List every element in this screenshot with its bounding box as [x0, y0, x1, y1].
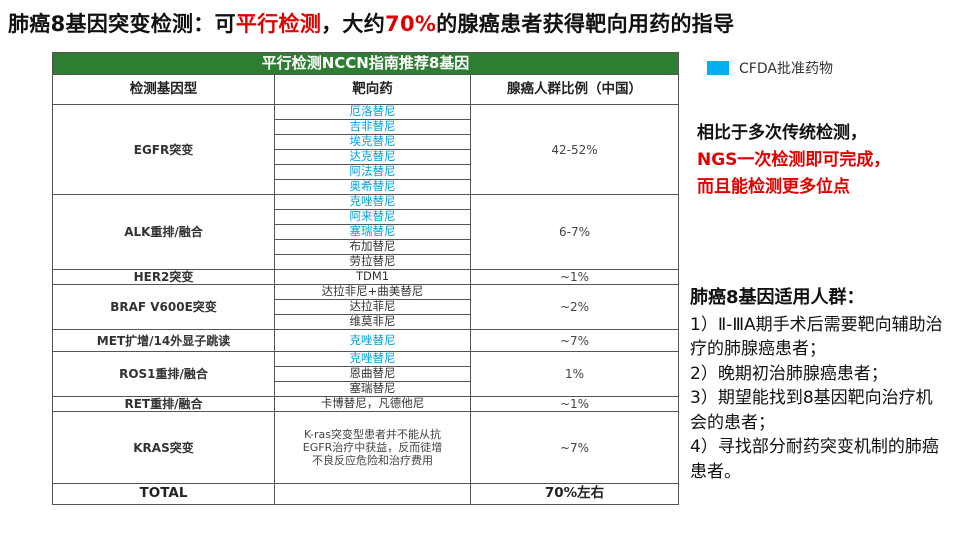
- applicable-title: 肺癌8基因适用人群：: [690, 287, 865, 308]
- callout-line1: 相比于多次传统检测，: [697, 123, 867, 143]
- table-banner: 平行检测NCCN指南推荐8基因: [51, 52, 680, 75]
- gene-ret: RET重排/融合: [52, 396, 275, 412]
- drug-cell: 奥希替尼: [274, 179, 471, 195]
- pct-met: ~7%: [469, 329, 680, 352]
- pct-ret: ~1%: [469, 396, 680, 412]
- drug-cell: 卡博替尼，凡德他尼: [274, 396, 471, 412]
- pct-kras: ~7%: [469, 411, 680, 484]
- drug-cell: 吉非替尼: [274, 119, 471, 135]
- drug-cell: 克唑替尼: [274, 329, 471, 352]
- header-ratio: 腺癌人群比例（中国）: [469, 74, 680, 105]
- header-gene: 检测基因型: [52, 74, 275, 105]
- drug-cell: 达克替尼: [274, 149, 471, 165]
- table-row-egfr: EGFR突变 厄洛替尼 42-52%: [52, 104, 680, 195]
- title-highlight-percent: 70%: [385, 12, 437, 36]
- callout-line2: NGS一次检测即可完成，: [697, 150, 891, 170]
- legend-label: CFDA批准药物: [739, 61, 833, 77]
- applicable-population: 肺癌8基因适用人群： 1）Ⅱ-ⅢA期手术后需要靶向辅助治疗的肺腺癌患者； 2）晚…: [690, 286, 946, 484]
- drug-cell: 塞瑞替尼: [274, 381, 471, 397]
- title-part3: ，大约: [321, 12, 386, 36]
- ngs-callout: 相比于多次传统检测， NGS一次检测即可完成， 而且能检测更多位点: [697, 120, 890, 201]
- total-label: TOTAL: [52, 483, 275, 505]
- gene-ros1: ROS1重排/融合: [52, 351, 275, 397]
- total-empty: [274, 483, 471, 505]
- gene-table: 平行检测NCCN指南推荐8基因 检测基因型 靶向药 腺癌人群比例（中国） EGF…: [51, 52, 680, 505]
- drug-cell: 塞瑞替尼: [274, 224, 471, 240]
- drug-cell: 布加替尼: [274, 239, 471, 255]
- title-part5: 的腺癌患者获得靶向用药的指导: [436, 12, 735, 36]
- drug-cell: 达拉非尼+曲美替尼: [274, 284, 471, 300]
- gene-alk: ALK重排/融合: [52, 194, 275, 270]
- table-row-ros1: ROS1重排/融合 克唑替尼 1%: [52, 351, 680, 397]
- table-row-kras: KRAS突变 K-ras突变型患者并不能从抗EGFR治疗中获益，反而徒增不良反应…: [52, 411, 680, 484]
- callout-line3: 而且能检测更多位点: [697, 177, 850, 197]
- legend-swatch: [707, 61, 729, 75]
- legend: CFDA批准药物: [707, 58, 833, 78]
- pct-her2: ~1%: [469, 269, 680, 285]
- header-drug: 靶向药: [274, 74, 471, 105]
- drug-cell: TDM1: [274, 269, 471, 285]
- gene-kras: KRAS突变: [52, 411, 275, 484]
- pct-alk: 6-7%: [469, 194, 680, 270]
- table-row-met: MET扩增/14外显子跳读 克唑替尼 ~7%: [52, 329, 680, 352]
- drug-cell: 阿来替尼: [274, 209, 471, 225]
- drug-cell: 克唑替尼: [274, 351, 471, 367]
- table-row-braf: BRAF V600E突变 达拉非尼+曲美替尼 ~2%: [52, 284, 680, 330]
- drug-cell: 埃克替尼: [274, 134, 471, 150]
- drug-cell: 恩曲替尼: [274, 366, 471, 382]
- applicable-item: 2）晚期初治肺腺癌患者；: [690, 363, 888, 384]
- table-row-alk: ALK重排/融合 克唑替尼 6-7%: [52, 194, 680, 270]
- pct-egfr: 42-52%: [469, 104, 680, 195]
- slide-title: 肺癌8基因突变检测：可平行检测，大约70%的腺癌患者获得靶向用药的指导: [8, 8, 734, 38]
- drug-cell: 厄洛替尼: [274, 104, 471, 120]
- drug-cell: 维莫非尼: [274, 314, 471, 330]
- table-row-her2: HER2突变 TDM1 ~1%: [52, 269, 680, 285]
- table-row-total: TOTAL 70%左右: [52, 483, 680, 505]
- applicable-item: 3）期望能找到8基因靶向治疗机会的患者；: [690, 388, 933, 433]
- title-highlight-parallel: 平行检测: [235, 12, 322, 36]
- gene-her2: HER2突变: [52, 269, 275, 285]
- pct-braf: ~2%: [469, 284, 680, 330]
- gene-met: MET扩增/14外显子跳读: [52, 329, 275, 352]
- applicable-item: 4）寻找部分耐药突变机制的肺癌患者。: [690, 437, 939, 482]
- drug-cell: 达拉菲尼: [274, 299, 471, 315]
- title-part1: 肺癌8基因突变检测：可: [8, 12, 236, 36]
- gene-egfr: EGFR突变: [52, 104, 275, 195]
- applicable-item: 1）Ⅱ-ⅢA期手术后需要靶向辅助治疗的肺腺癌患者；: [690, 314, 943, 360]
- table-row-ret: RET重排/融合 卡博替尼，凡德他尼 ~1%: [52, 396, 680, 412]
- pct-ros1: 1%: [469, 351, 680, 397]
- gene-braf: BRAF V600E突变: [52, 284, 275, 330]
- drug-cell: 劳拉替尼: [274, 254, 471, 270]
- drug-cell: 阿法替尼: [274, 164, 471, 180]
- total-value: 70%左右: [469, 483, 680, 505]
- kras-note: K-ras突变型患者并不能从抗EGFR治疗中获益，反而徒增不良反应危险和治疗费用: [274, 411, 471, 484]
- drug-cell: 克唑替尼: [274, 194, 471, 210]
